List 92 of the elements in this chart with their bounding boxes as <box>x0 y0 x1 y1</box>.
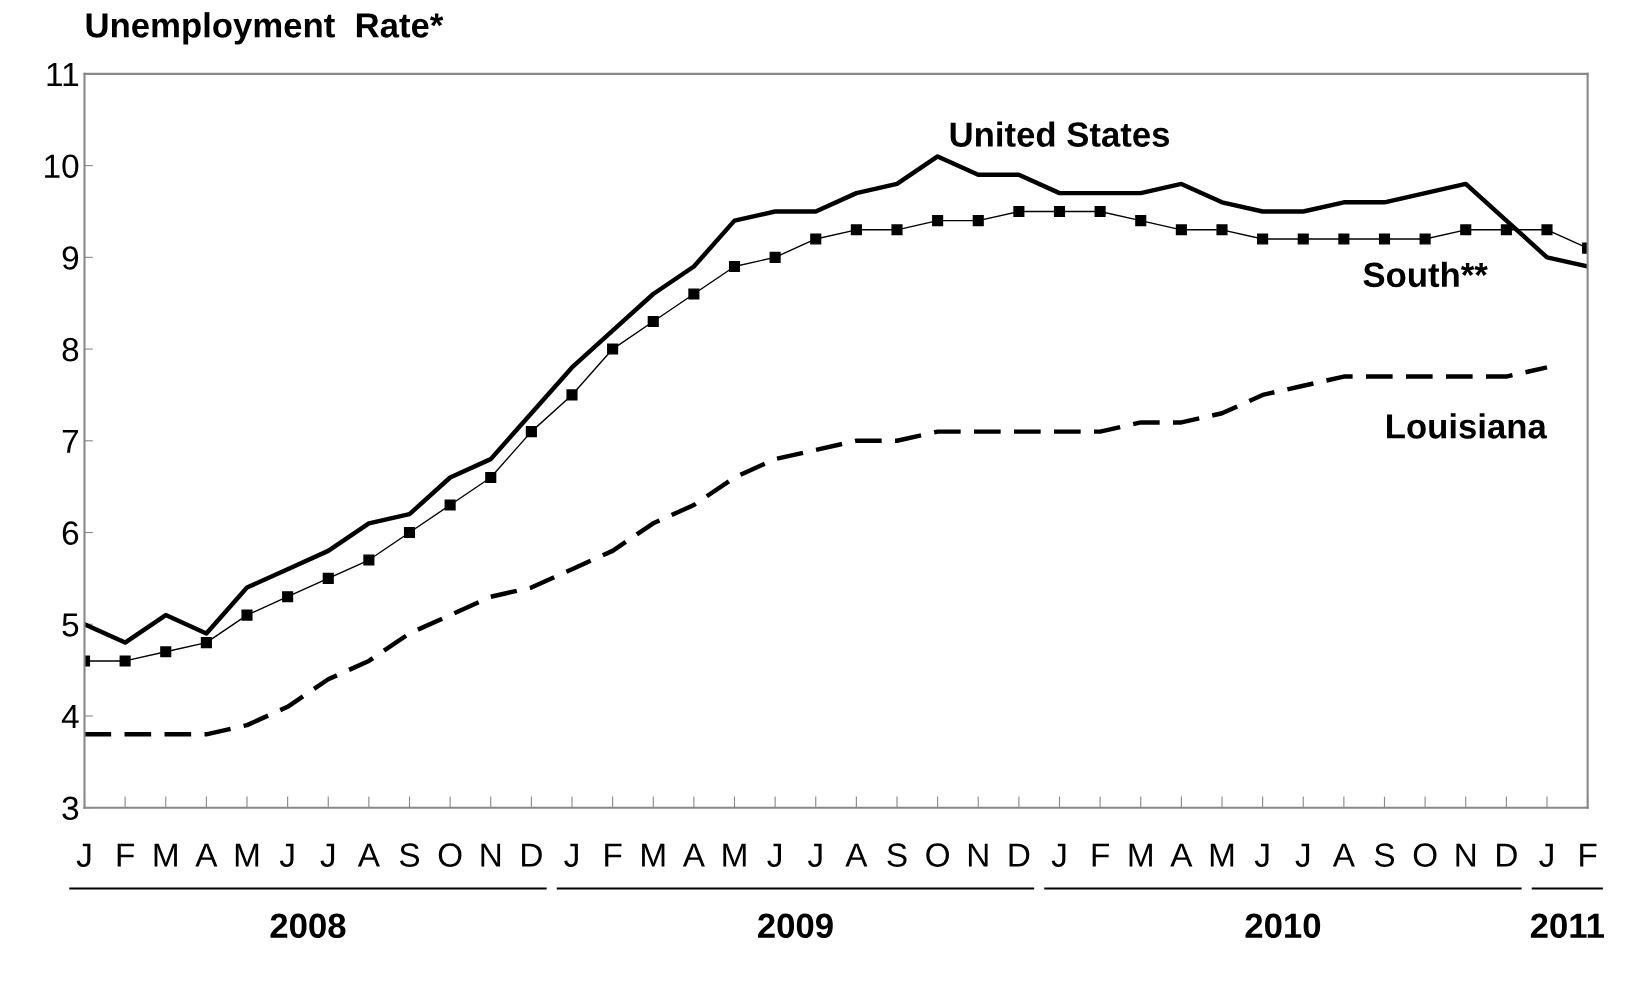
point <box>1378 233 1391 245</box>
point <box>932 215 944 227</box>
x-tick-label: A <box>845 843 868 867</box>
point <box>200 637 212 649</box>
y-tick-label: 6 <box>62 521 79 545</box>
x-tick-label: M <box>235 843 259 867</box>
point <box>607 343 619 355</box>
x-tick-label: M <box>1129 843 1152 867</box>
x-tick-label: N <box>481 843 501 867</box>
x-tick-label: S <box>887 843 907 867</box>
point <box>1338 233 1350 245</box>
y-tick-label: 7 <box>62 429 78 453</box>
x-tick-label: O <box>1413 843 1437 867</box>
point <box>1175 224 1187 236</box>
y-tick-label: 8 <box>62 337 79 362</box>
x-tick-label: O <box>926 843 949 867</box>
x-tick-label: F <box>1092 843 1109 867</box>
point <box>566 389 578 401</box>
x-tick-label: S <box>1374 843 1395 867</box>
text: 2008 <box>270 913 346 939</box>
y-tick-label: 9 <box>62 246 79 270</box>
x-tick-label: N <box>1456 843 1476 867</box>
x-tick-label: A <box>1332 843 1355 867</box>
point <box>1013 205 1025 218</box>
x-tick-label: A <box>195 843 218 867</box>
x-tick-label: F <box>117 843 134 867</box>
x-tick-label: D <box>522 843 542 867</box>
point <box>525 426 537 438</box>
point <box>728 260 741 273</box>
point <box>1094 205 1106 218</box>
point <box>160 646 172 658</box>
x-tick-label: D <box>1497 843 1517 867</box>
point <box>1216 224 1228 236</box>
point <box>1135 215 1147 227</box>
x-tick-label: J <box>320 843 335 867</box>
x-tick-label: J <box>1539 843 1553 867</box>
point <box>810 233 822 245</box>
point <box>647 315 659 328</box>
y-tick-label: 3 <box>62 796 79 821</box>
x-tick-label: A <box>682 843 705 867</box>
point <box>850 224 862 236</box>
point <box>241 609 253 621</box>
x-tick-label: N <box>968 843 988 867</box>
x-tick-label: F <box>605 843 622 867</box>
series-label: South** <box>1363 261 1488 288</box>
y-tick-label: 11 <box>47 63 79 86</box>
point <box>1460 224 1472 236</box>
y-axis-title: Unemployment Rate* <box>86 12 444 45</box>
text: 2009 <box>758 913 833 939</box>
point <box>403 526 416 539</box>
point <box>1419 233 1431 245</box>
point <box>972 215 984 227</box>
x-tick-label: D <box>1009 843 1030 867</box>
x-tick-label: M <box>154 843 177 867</box>
point <box>1541 224 1553 236</box>
x-tick-label: A <box>1170 843 1193 867</box>
x-tick-label: J <box>1051 843 1066 867</box>
x-tick-label: J <box>279 843 294 867</box>
point <box>1297 233 1309 245</box>
point <box>485 471 497 484</box>
x-tick-label: J <box>807 843 822 867</box>
x-tick-label: F <box>1580 843 1597 867</box>
point <box>119 655 131 667</box>
x-tick-label: M <box>1210 843 1234 867</box>
point <box>1053 205 1066 218</box>
point <box>1257 233 1269 245</box>
y-tick-label: 4 <box>61 705 79 729</box>
x-tick-label: J <box>564 843 578 867</box>
x-tick-label: M <box>642 843 665 867</box>
x-tick-label: J <box>76 843 91 867</box>
point <box>444 499 456 511</box>
x-tick-label: M <box>723 843 746 867</box>
point <box>688 288 700 300</box>
line-series <box>84 365 1550 737</box>
x-tick-label: S <box>399 843 420 867</box>
x-tick-label: J <box>767 843 781 867</box>
y-tick-label: 5 <box>62 613 79 637</box>
point <box>363 554 375 566</box>
point <box>769 251 781 263</box>
series-label: United States <box>950 121 1170 147</box>
text: 2011 <box>1530 913 1605 939</box>
y-tick-label: 10 <box>45 154 79 179</box>
x-tick-label: J <box>1295 843 1310 867</box>
point <box>1500 224 1512 236</box>
x-tick-label: J <box>1254 843 1269 867</box>
series-label: Louisiana <box>1387 413 1548 439</box>
point <box>282 591 294 603</box>
point <box>891 224 903 236</box>
x-tick-label: O <box>438 843 462 867</box>
x-tick-label: A <box>357 843 380 867</box>
point <box>322 572 334 584</box>
text: 2010 <box>1245 913 1321 939</box>
